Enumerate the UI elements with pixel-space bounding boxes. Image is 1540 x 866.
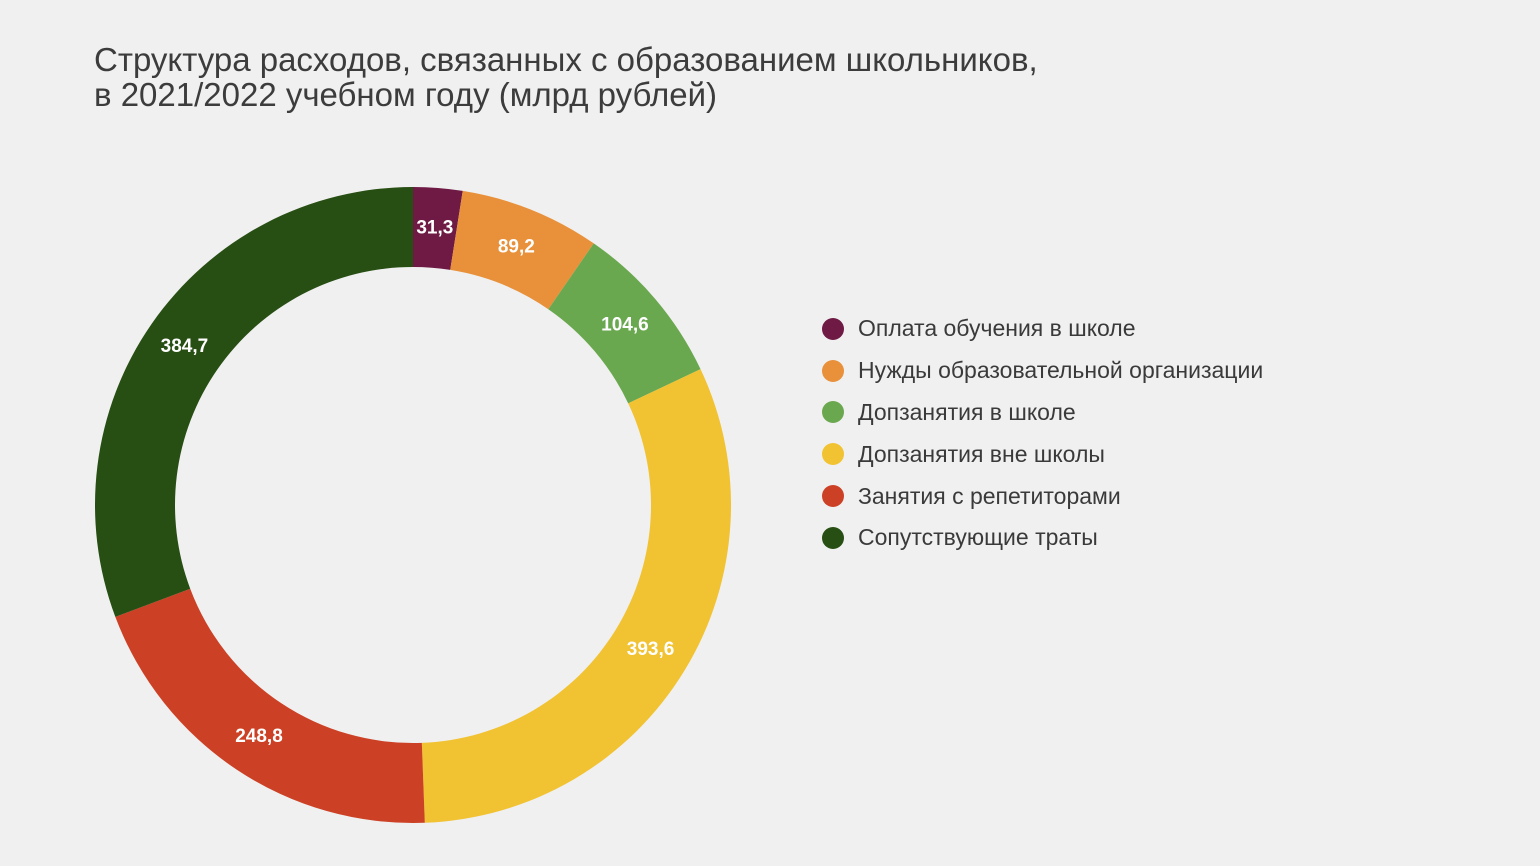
donut-slice-1 [413, 187, 463, 270]
donut-slice-5 [115, 588, 425, 823]
donut-slice-4 [421, 369, 731, 823]
donut-slice-3 [548, 243, 701, 404]
legend-swatch-icon [822, 485, 844, 508]
donut-slice-6 [94, 187, 413, 617]
legend-item-4: Допзанятия вне школы [822, 433, 1263, 475]
donut-slice-label-5: 248,8 [235, 726, 283, 747]
chart-title: Структура расходов, связанных с образова… [94, 42, 1294, 112]
legend-item-1: Оплата обучения в школе [822, 308, 1263, 350]
donut-slice-label-3: 104,6 [601, 315, 649, 336]
legend-item-6: Сопутствующие траты [822, 517, 1263, 559]
legend-swatch-icon [822, 526, 844, 549]
legend-label: Оплата обучения в школе [858, 315, 1136, 342]
donut-slice-label-2: 89,2 [498, 236, 535, 257]
legend-item-3: Допзанятия в школе [822, 392, 1263, 434]
legend-label: Допзанятия в школе [858, 398, 1076, 425]
chart-title-line-1: Структура расходов, связанных с образова… [94, 41, 1038, 78]
legend-item-2: Нужды образовательной организации [822, 350, 1263, 392]
donut-slice-labels: 31,3 89,2 104,6 393,6 248,8 384,7 [161, 217, 675, 747]
legend-swatch-icon [822, 443, 844, 466]
donut-slice-label-6: 384,7 [161, 336, 209, 357]
donut-slice-label-4: 393,6 [627, 639, 675, 660]
legend-label: Занятия с репетиторами [858, 482, 1121, 509]
legend-label: Сопутствующие траты [858, 524, 1098, 551]
chart-legend: Оплата обучения в школе Нужды образовател… [822, 308, 1263, 559]
legend-label: Допзанятия вне школы [858, 440, 1105, 467]
chart-title-line-2: в 2021/2022 учебном году (млрд рублей) [94, 76, 717, 113]
legend-swatch-icon [822, 317, 844, 340]
donut-slice-2 [450, 190, 594, 310]
legend-label: Нужды образовательной организации [858, 357, 1264, 384]
donut-slices [94, 187, 731, 823]
legend-item-5: Занятия с репетиторами [822, 475, 1263, 517]
donut-slice-label-1: 31,3 [416, 217, 453, 238]
legend-swatch-icon [822, 359, 844, 382]
legend-swatch-icon [822, 401, 844, 424]
